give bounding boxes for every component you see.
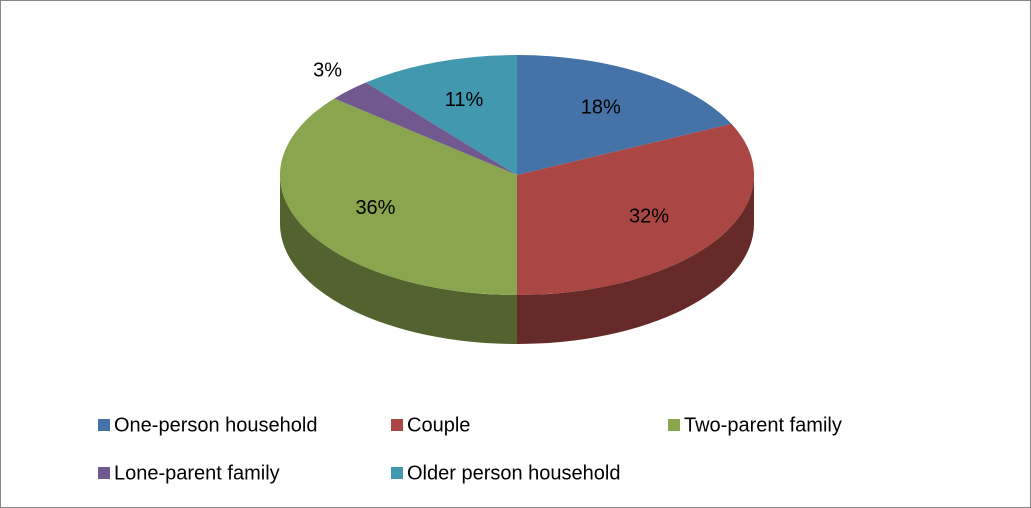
legend-swatch: [391, 419, 403, 431]
legend-label: Two-parent family: [684, 414, 842, 436]
legend-swatch: [98, 419, 110, 431]
data-label: 3%: [313, 59, 342, 81]
legend-swatch: [391, 467, 403, 479]
slice-side: [280, 175, 517, 344]
data-label: 32%: [629, 206, 669, 228]
slice-side: [517, 175, 754, 344]
slice: [517, 123, 755, 295]
slice: [334, 82, 517, 175]
legend-label: Older person household: [407, 462, 620, 484]
legend-swatch: [668, 419, 680, 431]
data-label: 36%: [355, 197, 395, 219]
legend-label: One-person household: [114, 414, 317, 436]
data-label: 11%: [445, 89, 484, 111]
slice: [517, 55, 732, 175]
data-label: 18%: [581, 96, 621, 118]
slice: [365, 55, 517, 175]
legend-swatch: [98, 467, 110, 479]
legend-label: Lone-parent family: [114, 462, 280, 484]
slice: [280, 98, 517, 295]
legend-label: Couple: [407, 414, 470, 436]
